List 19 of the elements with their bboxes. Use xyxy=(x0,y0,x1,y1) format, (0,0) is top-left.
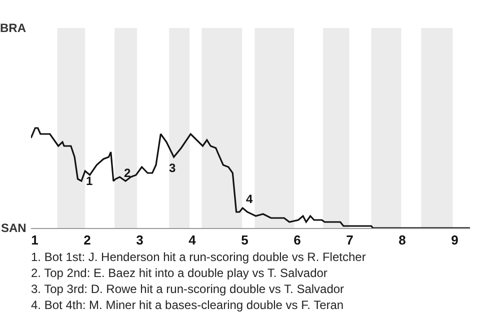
x-tick-label: 2 xyxy=(84,232,91,248)
annotation: 3 xyxy=(169,161,176,175)
x-tick-label: 7 xyxy=(346,232,354,248)
x-tick-label: 4 xyxy=(188,232,197,248)
annotation: 1 xyxy=(86,174,93,188)
text: 3. Top 3rd: D. Rowe hit a run-scoring double vs T. Salvador xyxy=(31,282,344,296)
x-tick-label: 6 xyxy=(294,232,301,248)
text: 1. Bot 1st: J. Henderson hit a run-scoring double vs R. Fletcher xyxy=(31,250,366,264)
x-tick-label: 5 xyxy=(241,232,248,248)
x-tick-label: 3 xyxy=(136,232,144,248)
x-tick-label: 8 xyxy=(398,232,406,248)
annotation: 4 xyxy=(246,192,253,206)
text: BRA xyxy=(0,21,26,35)
text: 4. Bot 4th: M. Miner hit a bases-clearing double vs F. Teran xyxy=(31,298,344,312)
x-tick-label: 9 xyxy=(451,232,458,248)
x-tick-label: 1 xyxy=(31,232,38,248)
text: SAN xyxy=(1,221,26,235)
annotation: 2 xyxy=(124,166,131,180)
text: 2. Top 2nd: E. Baez hit into a double play vs T. Salvador xyxy=(31,266,328,280)
